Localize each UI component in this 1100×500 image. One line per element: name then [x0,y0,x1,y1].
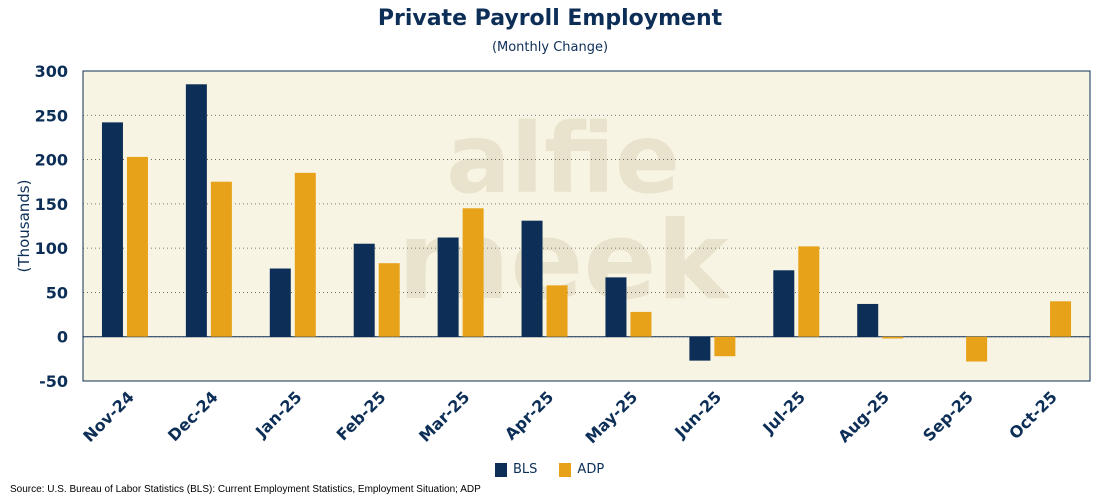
bar-bls-jan-25 [269,268,291,337]
plot-area [83,71,1090,381]
bar-adp-apr-25 [546,285,568,337]
y-tick-label: 100 [35,239,68,258]
chart-title: Private Payroll Employment [377,6,723,31]
x-tick-label: Aug-25 [834,387,893,446]
y-tick-label: -50 [39,372,68,391]
legend-swatch-bls [495,462,507,477]
legend-label-bls: BLS [513,462,538,477]
x-tick-label: Jul-25 [758,387,809,438]
x-tick-label: Sep-25 [919,387,977,445]
y-tick-label: 200 [35,151,68,170]
bar-adp-oct-25 [1050,301,1072,337]
y-axis-label: (Thousands) [15,180,33,273]
legend-item-bls: BLS [495,462,537,477]
bar-adp-nov-24 [126,156,148,337]
x-tick-label: Jan-25 [251,387,305,441]
plot-border [82,70,1091,382]
x-tick-label: Apr-25 [501,387,557,443]
y-tick-label: 150 [35,195,68,214]
legend: BLS ADP [495,462,626,477]
bar-bls-feb-25 [353,243,375,337]
legend-swatch-adp [559,462,572,477]
bar-bls-aug-25 [857,303,879,337]
bar-adp-jun-25 [714,336,736,357]
y-tick-label: 0 [57,328,68,347]
bar-adp-jul-25 [798,246,820,337]
chart-subtitle: (Monthly Change) [491,40,609,55]
x-tick-label: Nov-24 [79,387,137,445]
bar-adp-mar-25 [462,208,484,337]
bar-bls-jul-25 [773,270,795,337]
bar-adp-jan-25 [294,172,316,337]
bar-adp-dec-24 [210,181,232,337]
bar-bls-nov-24 [101,122,123,337]
x-tick-label: Mar-25 [415,387,473,445]
legend-label-adp: ADP [577,462,605,477]
bar-adp-may-25 [630,311,652,337]
bar-adp-aug-25 [882,336,904,339]
y-tick-label: 300 [35,62,68,81]
watermark-line-1: alfie [446,103,680,215]
x-tick-label: Oct-25 [1005,387,1061,443]
bar-bls-may-25 [605,277,627,337]
bar-bls-apr-25 [521,220,543,337]
x-tick-label: Dec-24 [164,387,222,445]
bar-bls-dec-24 [185,84,207,337]
bar-adp-sep-25 [966,336,988,362]
x-tick-label: Feb-25 [333,387,390,444]
source-note: Source: U.S. Bureau of Labor Statistics … [10,484,481,495]
y-tick-label: 50 [46,283,68,302]
bar-adp-feb-25 [378,263,400,337]
bar-bls-mar-25 [437,237,459,337]
bar-bls-jun-25 [689,336,711,361]
legend-item-adp: ADP [559,462,604,477]
y-tick-label: 250 [35,106,68,125]
x-tick-label: May-25 [581,387,641,447]
x-tick-label: Jun-25 [670,387,725,442]
chart-svg: alfiemeek300250200150100500-50(Thousands… [15,62,1091,447]
